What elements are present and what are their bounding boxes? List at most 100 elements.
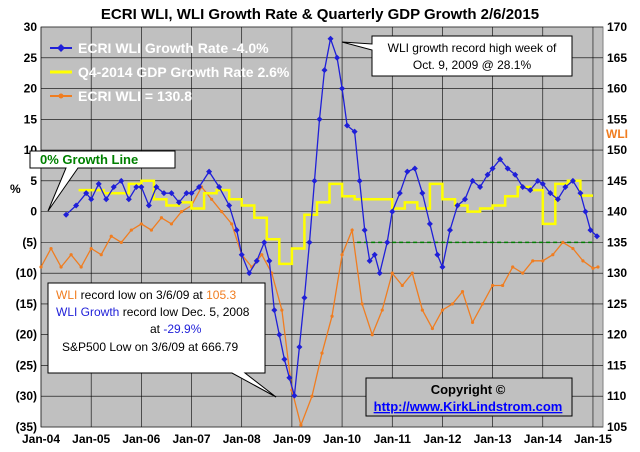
data-point-wli <box>119 240 123 244</box>
data-point-wli <box>39 265 43 269</box>
data-point-wli <box>380 308 384 312</box>
data-point-wli <box>280 308 284 312</box>
data-point-wli-growth <box>103 196 110 203</box>
data-point-wli-growth <box>160 190 167 197</box>
data-point-wli <box>491 283 495 288</box>
left-tick-label: 25 <box>24 51 38 65</box>
left-tick-label: (35) <box>16 420 37 434</box>
data-point-wli-growth <box>183 190 190 197</box>
data-point-wli-growth <box>118 177 125 184</box>
data-point-wli-growth <box>266 257 273 264</box>
legend-item-gdp: Q4-2014 GDP Growth Rate 2.6% <box>50 64 290 80</box>
right-tick-label: 135 <box>607 235 627 249</box>
record-low-line1: WLI record low on 3/6/09 at 105.3 <box>56 288 236 302</box>
data-point-wli-growth <box>434 251 441 258</box>
data-point-wli <box>299 423 303 427</box>
x-tick-label: Jan-10 <box>323 432 361 446</box>
data-point-wli <box>79 265 83 269</box>
data-point-wli-growth <box>469 177 476 184</box>
data-point-wli-growth <box>138 184 145 190</box>
left-tick-label: (10) <box>16 266 37 280</box>
data-point-wli-growth <box>286 374 293 381</box>
left-tick-label: (5) <box>22 235 37 249</box>
legend: ECRI WLI Growth Rate -4.0% Q4-2014 GDP G… <box>50 40 290 104</box>
copyright-text: Copyright © <box>431 382 506 397</box>
data-point-wli-growth <box>419 190 426 197</box>
data-point-wli-growth <box>253 257 260 264</box>
data-point-wli <box>330 314 334 318</box>
chart-title: ECRI WLI, WLI Growth Rate & Quarterly GD… <box>101 6 539 23</box>
right-tick-label: 120 <box>607 328 627 342</box>
data-point-wli <box>69 253 73 257</box>
legend-marker-wli-growth <box>57 44 65 52</box>
left-tick-label: (25) <box>16 358 37 372</box>
data-point-wli-growth <box>296 344 303 350</box>
left-tick-label: (20) <box>16 328 37 342</box>
right-tick-label: 140 <box>607 205 627 219</box>
x-tick-label: Jan-11 <box>374 432 412 446</box>
data-point-wli-growth <box>489 165 496 172</box>
data-point-wli <box>260 253 264 257</box>
copyright-box: Copyright © http://www.KirkLindstrom.com <box>365 377 573 417</box>
data-point-wli-growth <box>175 199 182 206</box>
data-point-wli-growth <box>534 177 541 184</box>
data-point-wli <box>220 210 224 214</box>
right-tick-label: 125 <box>607 297 627 311</box>
x-tick-label: Jan-13 <box>474 432 512 446</box>
x-tick-label: Jan-12 <box>423 432 461 446</box>
data-point-wli <box>511 265 515 269</box>
data-point-wli-growth <box>497 156 504 163</box>
data-point-wli-growth <box>261 239 268 246</box>
right-tick-label: 155 <box>607 112 627 126</box>
left-axis-label: % <box>10 182 21 196</box>
record-low-callout: WLI record low on 3/6/09 at 105.3 WLI Gr… <box>47 282 277 398</box>
right-tick-label: 165 <box>607 51 627 65</box>
record-low-callout-box <box>47 282 277 398</box>
record-high-line1: WLI growth record high week of <box>388 41 557 55</box>
data-point-wli <box>159 216 164 220</box>
legend-label-gdp: Q4-2014 GDP Growth Rate 2.6% <box>78 64 290 80</box>
data-point-wli-growth <box>587 227 594 234</box>
data-point-wli <box>450 302 455 306</box>
data-point-wli <box>420 308 424 312</box>
left-tick-label: (15) <box>16 297 37 311</box>
data-point-wli-growth <box>281 356 288 363</box>
data-point-wli <box>470 320 475 324</box>
data-point-wli-growth <box>411 165 418 172</box>
data-point-wli-growth <box>371 251 378 258</box>
website-link[interactable]: http://www.KirkLindstrom.com <box>374 399 563 414</box>
data-point-wli-growth <box>512 171 519 178</box>
data-point-wli <box>430 326 434 331</box>
data-point-wli-growth <box>344 122 351 129</box>
data-point-wli-growth <box>311 177 318 184</box>
data-point-wli-growth <box>562 184 569 190</box>
left-tick-label: 20 <box>24 82 38 96</box>
data-point-wli-growth <box>439 264 446 270</box>
data-point-wli <box>169 222 174 226</box>
data-point-wli-growth <box>246 270 253 277</box>
data-point-wli-growth <box>582 208 589 215</box>
x-axis-ticks: Jan-04 Jan-05 Jan-06 Jan-07 Jan-08 Jan-09 Jan-… <box>22 432 612 446</box>
record-high-callout-box <box>341 35 573 77</box>
left-tick-label: 5 <box>30 174 37 188</box>
data-point-wli-growth <box>366 257 373 264</box>
data-point-wli-growth <box>384 239 391 246</box>
data-point-wli <box>480 302 485 306</box>
data-point-wli <box>350 228 354 232</box>
data-point-wli-growth <box>477 184 484 190</box>
zero-growth-callout: 0% Growth Line <box>29 150 176 212</box>
data-point-wli <box>340 253 344 257</box>
data-point-wli-growth <box>271 307 278 314</box>
x-tick-label: Jan-09 <box>273 432 311 446</box>
record-high-line2: Oct. 9, 2009 @ 28.1% <box>413 58 532 72</box>
data-point-wli-growth <box>63 211 70 218</box>
right-axis-ticks: 170 165 160 155 150 145 140 135 130 125 120 115 110 1… <box>607 20 627 434</box>
data-point-wli-growth <box>426 220 433 227</box>
data-point-wli-growth <box>316 116 323 123</box>
x-tick-label: Jan-04 <box>22 432 60 446</box>
data-point-wli-growth <box>153 184 160 190</box>
data-point-wli <box>561 240 565 244</box>
data-point-wli-growth <box>519 184 526 190</box>
data-point-wli <box>310 394 314 398</box>
data-point-wli-growth <box>462 196 469 203</box>
